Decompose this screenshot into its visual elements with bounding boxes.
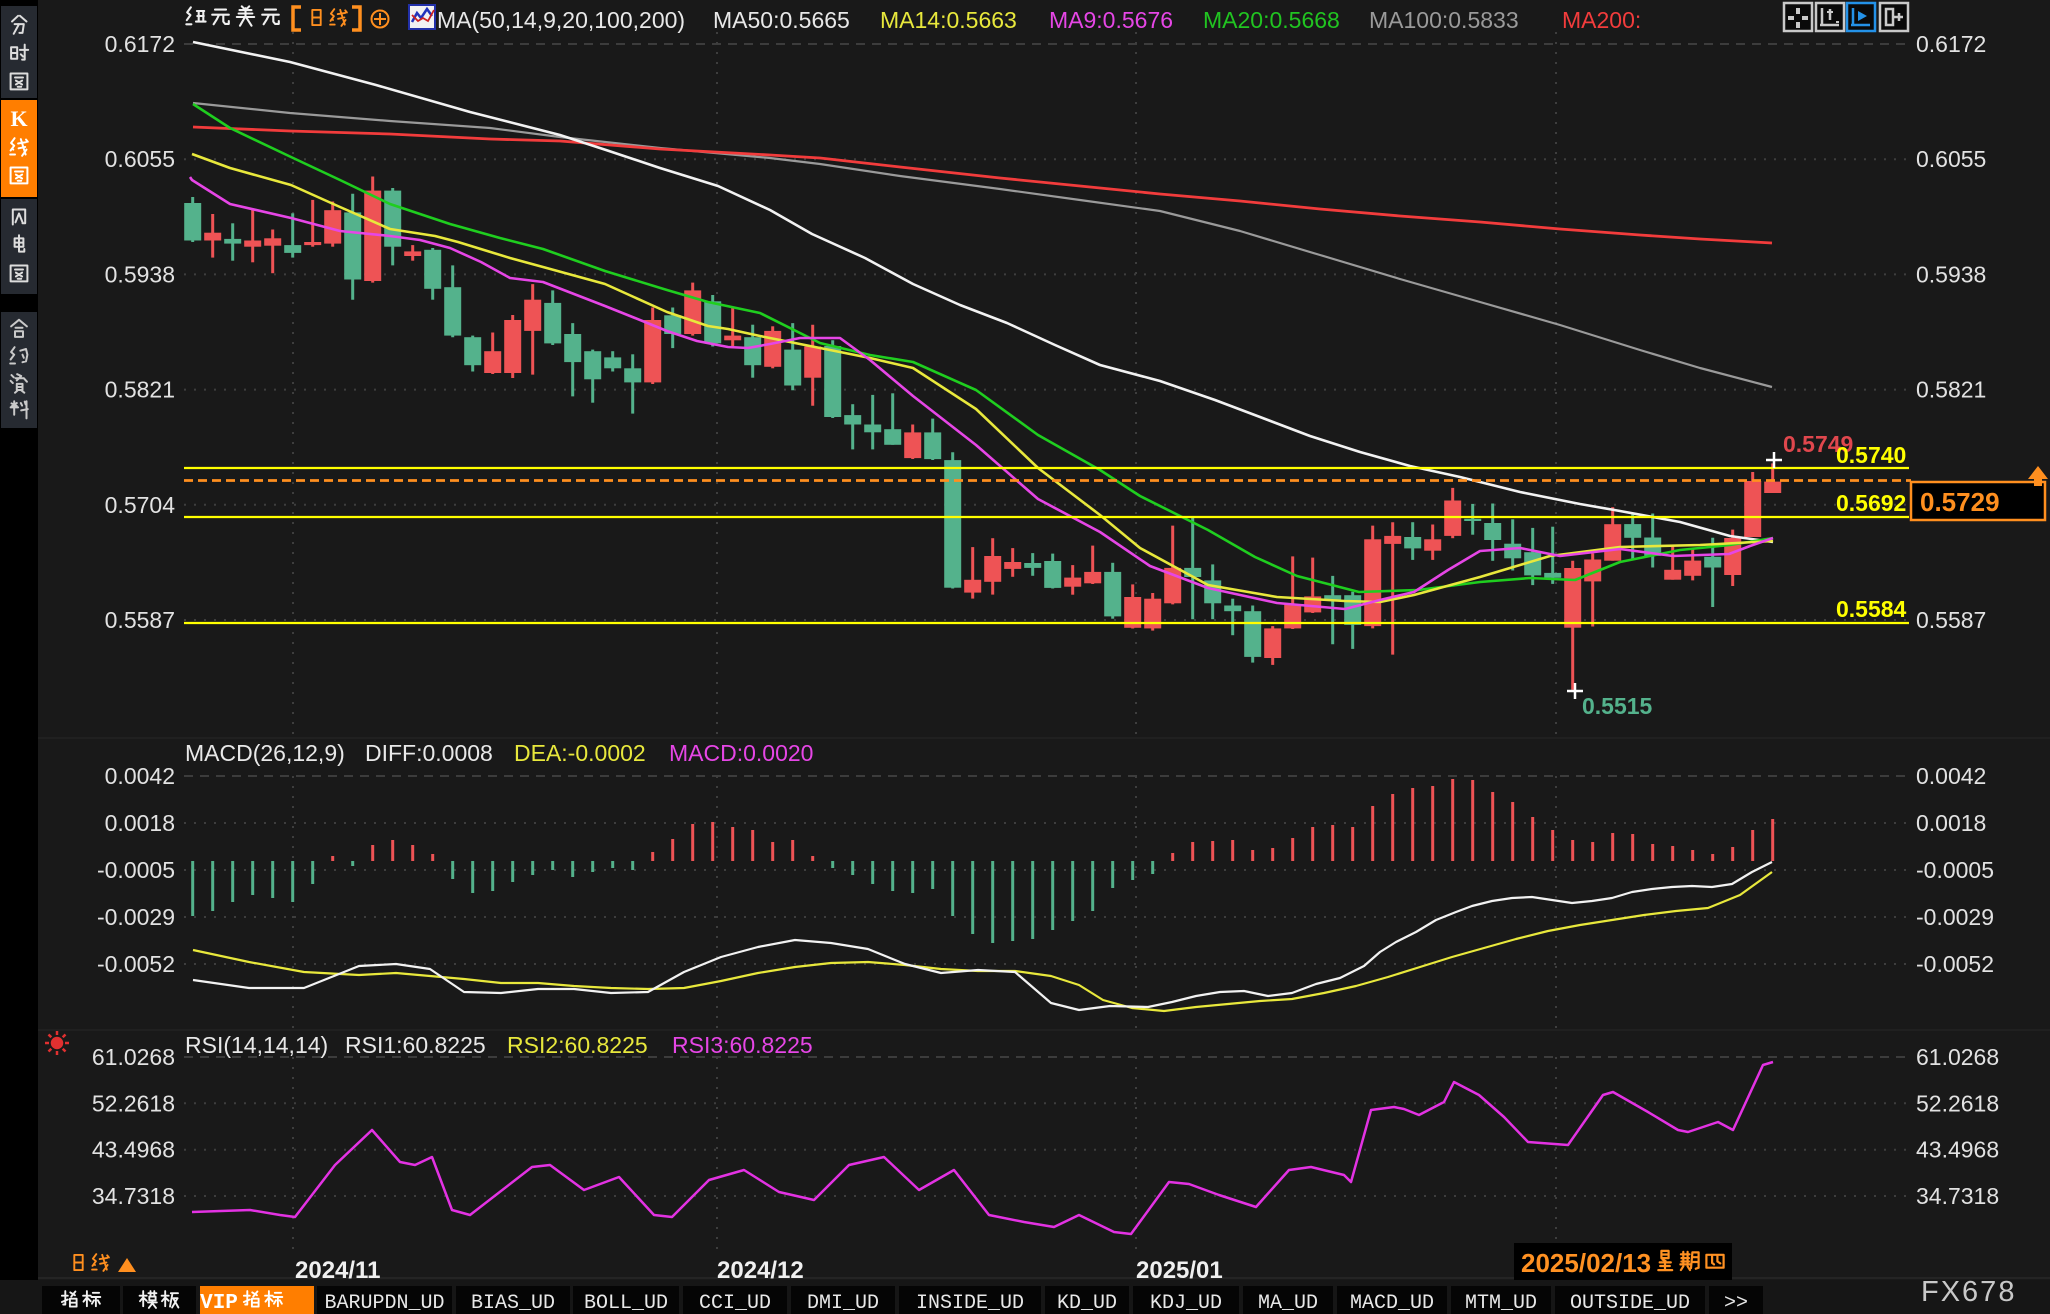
svg-text:-0.0005: -0.0005 (1916, 857, 1994, 883)
svg-text:0.5740: 0.5740 (1836, 442, 1906, 468)
svg-text:2025/02/13: 2025/02/13 (1521, 1248, 1651, 1278)
svg-text:0.0018: 0.0018 (105, 810, 175, 836)
svg-text:2024/11: 2024/11 (295, 1257, 380, 1284)
svg-text:KDJ_UD: KDJ_UD (1150, 1292, 1222, 1314)
svg-text:61.0268: 61.0268 (92, 1044, 175, 1070)
svg-text:DEA:-0.0002: DEA:-0.0002 (514, 740, 646, 766)
svg-text:-0.0005: -0.0005 (97, 857, 175, 883)
svg-text:2024/12: 2024/12 (717, 1257, 804, 1284)
svg-text:RSI2:60.8225: RSI2:60.8225 (507, 1032, 648, 1058)
svg-text:61.0268: 61.0268 (1916, 1044, 1999, 1070)
svg-text:MA200:: MA200: (1562, 7, 1641, 33)
svg-text:RSI3:60.8225: RSI3:60.8225 (672, 1032, 813, 1058)
svg-text:-0.0029: -0.0029 (1916, 904, 1994, 930)
svg-text:BIAS_UD: BIAS_UD (471, 1292, 555, 1314)
svg-text:0.6055: 0.6055 (105, 146, 175, 172)
svg-text:-0.0052: -0.0052 (1916, 951, 1994, 977)
svg-text:DIFF:0.0008: DIFF:0.0008 (365, 740, 493, 766)
svg-text:0.5729: 0.5729 (1920, 487, 2000, 517)
svg-text:MA20:0.5668: MA20:0.5668 (1203, 7, 1340, 33)
svg-text:MA50:0.5665: MA50:0.5665 (713, 7, 850, 33)
svg-text:MTM_UD: MTM_UD (1465, 1292, 1537, 1314)
svg-text:34.7318: 34.7318 (1916, 1183, 1999, 1209)
svg-text:MA14:0.5663: MA14:0.5663 (880, 7, 1017, 33)
svg-text:0.5587: 0.5587 (1916, 607, 1986, 633)
svg-text:MACD_UD: MACD_UD (1350, 1292, 1434, 1314)
svg-text:MA(50,14,9,20,100,200): MA(50,14,9,20,100,200) (437, 7, 685, 33)
svg-text:RSI(14,14,14): RSI(14,14,14) (185, 1032, 328, 1058)
svg-text:0.5584: 0.5584 (1836, 596, 1907, 622)
svg-text:52.2618: 52.2618 (1916, 1090, 1999, 1116)
svg-text:BOLL_UD: BOLL_UD (584, 1292, 668, 1314)
svg-text:0.5821: 0.5821 (1916, 377, 1986, 403)
svg-text:CCI_UD: CCI_UD (699, 1292, 771, 1314)
svg-text:52.2618: 52.2618 (92, 1090, 175, 1116)
svg-text:0.0042: 0.0042 (105, 763, 175, 789)
svg-text:0.0042: 0.0042 (1916, 763, 1986, 789)
svg-text:0.5692: 0.5692 (1836, 490, 1906, 516)
svg-text:0.5749: 0.5749 (1783, 431, 1853, 457)
svg-text:0.5704: 0.5704 (105, 492, 176, 518)
svg-text:RSI1:60.8225: RSI1:60.8225 (345, 1032, 486, 1058)
svg-text:FX678: FX678 (1921, 1276, 2016, 1308)
svg-text:34.7318: 34.7318 (92, 1183, 175, 1209)
svg-text:MACD:0.0020: MACD:0.0020 (669, 740, 813, 766)
svg-text:0.6055: 0.6055 (1916, 146, 1986, 172)
svg-text:MA9:0.5676: MA9:0.5676 (1049, 7, 1173, 33)
svg-text:MA100:0.5833: MA100:0.5833 (1369, 7, 1519, 33)
svg-text:0.5587: 0.5587 (105, 607, 175, 633)
svg-text:0.5821: 0.5821 (105, 377, 175, 403)
svg-text:INSIDE_UD: INSIDE_UD (916, 1292, 1024, 1314)
svg-text:BARUPDN_UD: BARUPDN_UD (324, 1292, 444, 1314)
svg-text:43.4968: 43.4968 (92, 1137, 175, 1163)
svg-text:-0.0052: -0.0052 (97, 951, 175, 977)
svg-text:DMI_UD: DMI_UD (807, 1292, 879, 1314)
svg-text:OUTSIDE_UD: OUTSIDE_UD (1570, 1292, 1690, 1314)
svg-text:2025/01: 2025/01 (1136, 1257, 1223, 1284)
svg-text:0.0018: 0.0018 (1916, 810, 1986, 836)
svg-text:MA_UD: MA_UD (1258, 1292, 1318, 1314)
svg-text:VIP: VIP (200, 1292, 238, 1314)
svg-text:0.5938: 0.5938 (1916, 261, 1986, 287)
svg-text:0.5515: 0.5515 (1582, 693, 1653, 719)
svg-text:43.4968: 43.4968 (1916, 1137, 1999, 1163)
svg-text:KD_UD: KD_UD (1057, 1292, 1117, 1314)
svg-text:MACD(26,12,9): MACD(26,12,9) (185, 740, 345, 766)
svg-text:-0.0029: -0.0029 (97, 904, 175, 930)
svg-text:0.5938: 0.5938 (105, 261, 175, 287)
svg-text:0.6172: 0.6172 (105, 31, 175, 57)
svg-text:0.6172: 0.6172 (1916, 31, 1986, 57)
svg-text:>>: >> (1724, 1292, 1748, 1314)
svg-text:K: K (10, 106, 27, 131)
